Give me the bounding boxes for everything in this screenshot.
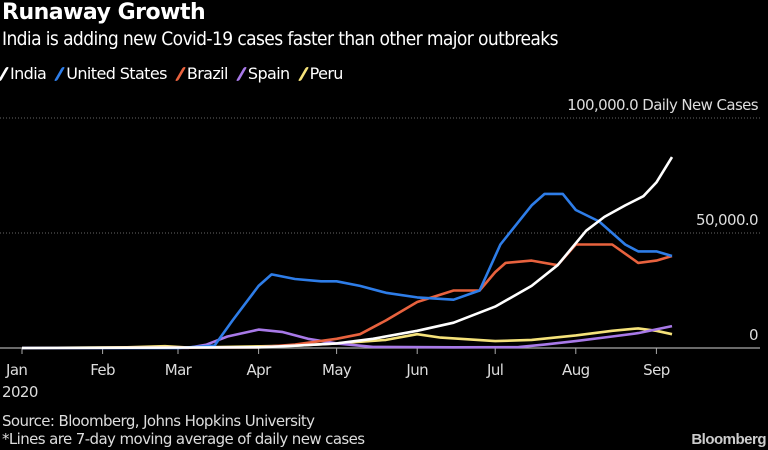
legend-item-united-states: United States — [54, 64, 167, 83]
x-tick-year: 2020 — [2, 383, 38, 401]
legend-item-spain: Spain — [235, 64, 290, 83]
legend-label: India — [10, 64, 47, 83]
legend-label: Spain — [247, 64, 290, 83]
x-tick-label: Mar — [165, 361, 193, 379]
legend-item-peru: Peru — [297, 64, 344, 83]
series-line-india — [21, 156, 674, 350]
x-tick-label: Feb — [90, 361, 115, 379]
source-note: Source: Bloomberg, Johns Hopkins Univers… — [2, 412, 315, 430]
x-tick-label: Aug — [562, 361, 590, 379]
x-tick-label: Sep — [643, 361, 670, 379]
y-tick-label: 100,000.0 Daily New Cases — [567, 96, 759, 114]
chart-subtitle: India is adding new Covid-19 cases faste… — [2, 28, 559, 50]
y-tick-label: 50,000.0 — [696, 211, 758, 229]
footnote: *Lines are 7-day moving average of daily… — [2, 430, 365, 448]
series-line-united-states — [22, 192, 673, 350]
x-tick-label: May — [322, 361, 352, 379]
x-tick-label: Jul — [486, 361, 503, 379]
y-tick-label: 0 — [749, 326, 758, 344]
legend-item-brazil: Brazil — [174, 64, 229, 83]
bloomberg-logo: Bloomberg — [691, 431, 766, 448]
legend-item-india: India — [0, 64, 47, 83]
x-tick-label: Jun — [405, 361, 428, 379]
series-line-brazil — [21, 243, 673, 350]
legend-label: United States — [66, 64, 167, 83]
legend-label: Peru — [309, 64, 344, 83]
legend: India United States Brazil Spain Peru — [0, 64, 344, 83]
chart-title: Runaway Growth — [2, 0, 206, 25]
legend-label: Brazil — [186, 64, 229, 83]
x-tick-label: Jan — [5, 361, 27, 379]
x-tick-label: Apr — [247, 361, 273, 379]
